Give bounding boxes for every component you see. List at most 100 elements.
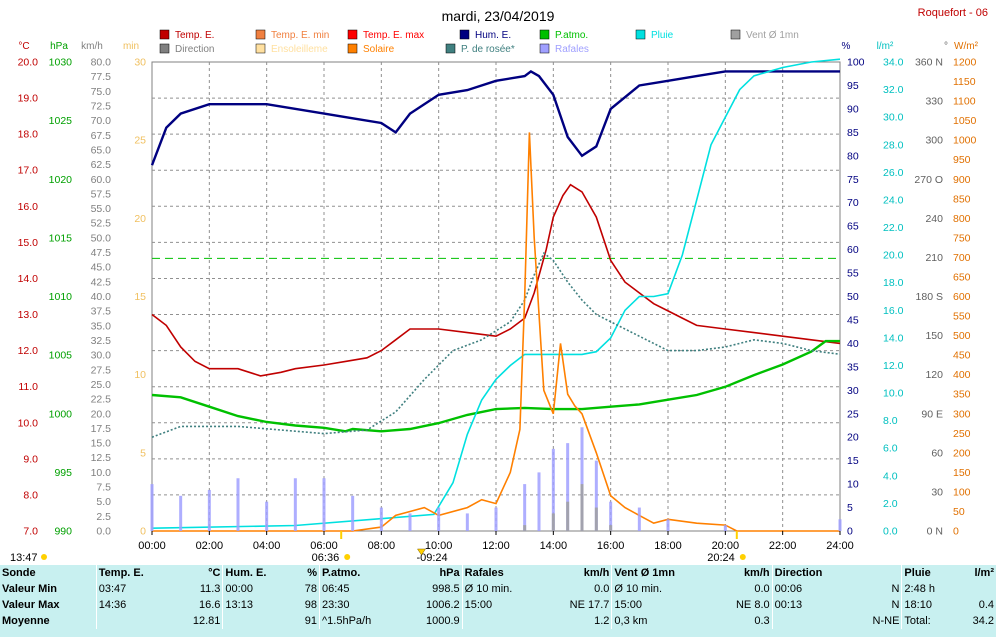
axis-tick-label: 55 bbox=[847, 268, 859, 280]
legend-label: Ensoleilleme bbox=[271, 44, 328, 55]
axis-tick-label: 400 bbox=[953, 369, 971, 381]
axis-tick-label: 90 bbox=[847, 103, 859, 115]
axis-tick-label: 1150 bbox=[953, 76, 976, 88]
axis-tick-label: 16.0 bbox=[883, 305, 904, 317]
stats-cell: 23:30 bbox=[318, 597, 403, 613]
axis-tick-label: 18.0 bbox=[883, 277, 904, 289]
axis-tick-label: 14.0 bbox=[18, 273, 39, 285]
stats-cell: 00:13 bbox=[771, 597, 854, 613]
time-tick-label: 20:00 bbox=[712, 540, 740, 552]
axis-tick-label: 0 N bbox=[927, 526, 943, 538]
legend-swatch bbox=[539, 29, 550, 40]
axis-tick-label: 35.0 bbox=[91, 320, 112, 332]
time-tick-label: 10:00 bbox=[425, 540, 453, 552]
axis-tick-label: 20.0 bbox=[18, 57, 39, 69]
axis-tick-label: 210 bbox=[925, 252, 943, 264]
time-tick-label: 22:00 bbox=[769, 540, 797, 552]
stats-cell: Rafales bbox=[461, 565, 544, 581]
stats-cell: % bbox=[307, 567, 317, 579]
stats-cell: 12.81 bbox=[192, 615, 221, 627]
time-tick-label: 00:00 bbox=[138, 540, 166, 552]
stats-cell: 91 bbox=[304, 615, 317, 627]
time-tick-label: 14:00 bbox=[540, 540, 568, 552]
axis-tick-label: 200 bbox=[953, 447, 971, 459]
axis-tick-label: 6.0 bbox=[883, 443, 898, 455]
legend-label: Rafales bbox=[555, 44, 589, 55]
stats-row: Valeur Min 03:47 11.3 00:00 78 06:45 998.5 Ø 10… bbox=[0, 581, 996, 597]
axis-tick-label: 550 bbox=[953, 311, 971, 323]
axis-tick-label: 1020 bbox=[49, 174, 73, 186]
legend-label: Direction bbox=[175, 44, 214, 55]
axis-tick-label: 52.5 bbox=[91, 218, 112, 230]
axis-tick-label: 60 bbox=[931, 447, 943, 459]
stats-cell bbox=[222, 613, 294, 629]
axis-unit-label: km/h bbox=[81, 41, 103, 52]
stats-cell: NE 17.7 bbox=[569, 599, 610, 611]
axis-tick-label: 45 bbox=[847, 314, 859, 326]
time-tick-label: 08:00 bbox=[368, 540, 396, 552]
legend-swatch bbox=[459, 29, 470, 40]
stats-cell: 00:06 bbox=[771, 581, 854, 597]
stats-cell: °C bbox=[208, 567, 221, 579]
axis-tick-label: 750 bbox=[953, 232, 971, 244]
legend-label: Temp. E. bbox=[175, 30, 214, 41]
axis-tick-label: 32.5 bbox=[91, 335, 112, 347]
axis-tick-label: 4.0 bbox=[883, 470, 898, 482]
stats-cell bbox=[771, 613, 854, 629]
axis-tick-label: 2.0 bbox=[883, 498, 898, 510]
stats-cell: Moyenne bbox=[2, 615, 50, 627]
axis-tick-label: 28.0 bbox=[883, 139, 904, 151]
axis-tick-label: 20 bbox=[134, 213, 146, 225]
stats-cell: 0.4 bbox=[978, 599, 994, 611]
axis-tick-label: 0 bbox=[140, 526, 146, 538]
axis-tick-label: 30.0 bbox=[91, 350, 112, 362]
axis-unit-label: min bbox=[123, 41, 139, 52]
legend-label: Pluie bbox=[651, 30, 674, 41]
axis-tick-label: 90 E bbox=[921, 408, 943, 420]
axis-tick-label: 8.0 bbox=[883, 415, 898, 427]
axis-tick-label: 15 bbox=[847, 455, 859, 467]
axis-unit-label: °C bbox=[18, 41, 29, 52]
axis-tick-label: 300 bbox=[925, 135, 943, 147]
series-line-p-atmo- bbox=[151, 339, 840, 433]
stats-cell: P.atmo. bbox=[318, 565, 403, 581]
station-name: Roquefort - 06 bbox=[918, 7, 988, 19]
stats-cell bbox=[461, 613, 544, 629]
axis-tick-label: 60 bbox=[847, 244, 859, 256]
axis-tick-label: 300 bbox=[953, 408, 971, 420]
axis-tick-label: 850 bbox=[953, 193, 971, 205]
stats-cell: Ø 10 min. bbox=[611, 581, 713, 597]
sun-peak-label: -09:24 bbox=[416, 552, 447, 564]
axis-tick-label: 1005 bbox=[49, 350, 73, 362]
axis-tick-label: 17.5 bbox=[91, 423, 112, 435]
axis-tick-label: 250 bbox=[953, 428, 971, 440]
sunrise-icon bbox=[344, 554, 351, 560]
axis-tick-label: 240 bbox=[925, 213, 943, 225]
stats-cell: Temp. E. bbox=[95, 565, 174, 581]
stats-cell: 34.2 bbox=[972, 615, 994, 627]
legend-label: Solaire bbox=[363, 44, 395, 55]
axis-tick-label: 100 bbox=[953, 486, 971, 498]
axis-tick-label: 30 bbox=[931, 486, 943, 498]
axis-tick-label: 650 bbox=[953, 271, 971, 283]
weather-chart: mardi, 23/04/2019 Roquefort - 06 Temp. E… bbox=[10, 7, 988, 564]
stats-cell: 78 bbox=[304, 583, 317, 595]
plot-area bbox=[150, 58, 842, 532]
axis-tick-label: 1200 bbox=[953, 57, 977, 69]
stats-cell: Hum. E. bbox=[222, 565, 294, 581]
axis-tick-label: 10.0 bbox=[91, 467, 112, 479]
stats-cell: Sonde bbox=[2, 567, 36, 579]
axis-tick-label: 18.0 bbox=[18, 129, 39, 141]
legend-swatch bbox=[347, 29, 358, 40]
chart-title: mardi, 23/04/2019 bbox=[442, 8, 555, 24]
axis-unit-label: l/m² bbox=[877, 41, 894, 52]
axis-tick-label: 65 bbox=[847, 221, 859, 233]
stats-cell: 0.0 bbox=[754, 583, 770, 595]
stats-cell: NE 8.0 bbox=[735, 599, 770, 611]
stats-cell: hPa bbox=[439, 567, 460, 579]
axis-tick-label: 34.0 bbox=[883, 57, 904, 69]
axis-tick-label: 75.0 bbox=[91, 86, 112, 98]
legend-swatch bbox=[255, 29, 266, 40]
stats-cell: 18:10 bbox=[901, 597, 957, 613]
stats-cell bbox=[95, 613, 174, 629]
